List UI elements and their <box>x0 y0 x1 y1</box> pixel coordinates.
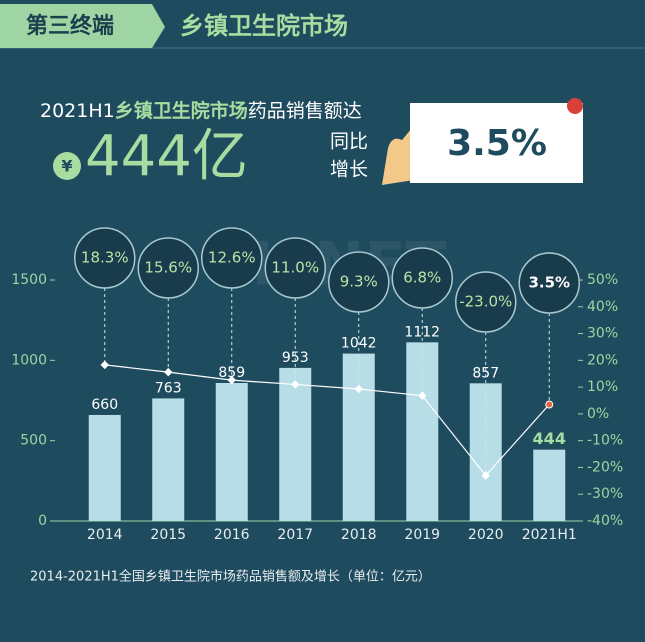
tag: 第三终端 <box>26 13 114 39</box>
growth-bubble <box>74 227 136 289</box>
growth-bubble <box>264 237 326 299</box>
growth-bubble <box>518 252 580 314</box>
growth-bubble <box>201 227 263 289</box>
bar <box>342 353 375 521</box>
growth-label: 9.3% <box>340 273 378 291</box>
y2-tick-label: -10% <box>587 433 623 449</box>
y2-tick-label: 0% <box>587 406 609 422</box>
header-title: 乡镇卫生院市场 <box>180 12 348 40</box>
headline-suffix: 药品销售额达 <box>248 100 362 122</box>
amount: 444亿 <box>85 124 248 189</box>
growth-box <box>410 103 583 183</box>
y2-tick-label: 30% <box>587 326 618 342</box>
divider <box>0 47 645 49</box>
y2-tick-label: 20% <box>587 352 618 368</box>
growth-label: 6.8% <box>403 269 441 287</box>
growth-label: -23.0% <box>459 293 512 311</box>
bar <box>152 398 185 521</box>
growth-bubble <box>328 251 390 313</box>
y-tick-label: 1000 <box>11 352 47 368</box>
y-tick-label: 0 <box>38 513 47 529</box>
growth-label-2: 增长 <box>330 159 368 181</box>
x-tick-label: 2019 <box>404 527 440 543</box>
tag-box <box>0 4 165 48</box>
headline-highlight: 乡镇卫生院市场 <box>115 99 248 122</box>
bar-value-label: 763 <box>155 380 182 396</box>
y2-tick-label: -40% <box>587 513 623 529</box>
hand-icon <box>382 128 414 185</box>
y2-tick-label: 10% <box>587 379 618 395</box>
growth-bubble <box>137 237 199 299</box>
growth-bubble <box>391 247 453 309</box>
bar <box>533 449 566 521</box>
growth-marker <box>164 367 173 377</box>
y2-tick-label: 40% <box>587 299 618 315</box>
bar <box>88 414 121 521</box>
growth-marker <box>227 375 236 385</box>
x-tick-label: 2017 <box>277 527 313 543</box>
growth-label: 12.6% <box>208 249 256 267</box>
headline-prefix: 2021H1 <box>40 100 115 122</box>
growth-line <box>104 364 550 477</box>
growth: 3.5% <box>447 123 547 164</box>
growth-marker <box>100 360 109 370</box>
currency-circle <box>53 152 81 180</box>
x-tick-label: 2018 <box>341 527 377 543</box>
growth-marker <box>545 400 554 409</box>
x-tick-label: 2020 <box>468 527 504 543</box>
y-tick-label: 500 <box>20 433 47 449</box>
plot: 0 500 1000 1500 50% 40% 30% 20% 10% 0% -10% -20% -30… <box>11 227 623 543</box>
bar <box>279 367 312 521</box>
y2-tick-label: 50% <box>587 272 618 288</box>
x-tick-label: 2016 <box>214 527 250 543</box>
bar-value-label: 857 <box>472 365 499 381</box>
x-tick-label: 2015 <box>150 527 186 543</box>
ribbon-icon <box>567 98 583 114</box>
bar-value-label: 444 <box>533 429 566 448</box>
growth-bubble <box>455 271 517 333</box>
growth-label: 11.0% <box>271 259 319 277</box>
currency: ¥ <box>61 157 72 176</box>
growth-label: 18.3% <box>81 249 129 267</box>
bar-value-label: 953 <box>282 350 309 366</box>
growth-label-1: 同比 <box>330 131 368 153</box>
y2-tick-label: -30% <box>587 486 623 502</box>
y2-tick-label: -20% <box>587 459 623 475</box>
growth-marker <box>291 380 300 389</box>
y-tick-label: 1500 <box>11 272 47 288</box>
bar <box>406 342 439 521</box>
growth-label: 15.6% <box>144 259 192 277</box>
bar-value-label: 660 <box>91 397 118 413</box>
x-tick-label: 2014 <box>87 527 123 543</box>
growth-label: 3.5% <box>528 274 570 292</box>
x-tick-label: 2021H1 <box>522 527 577 543</box>
growth-marker <box>418 391 427 400</box>
growth-marker <box>481 471 490 480</box>
caption: 2014-2021H1全国乡镇卫生院市场药品销售额及增长（单位：亿元） <box>30 569 431 585</box>
headline: 2021H1乡镇卫生院市场药品销售额达 <box>40 99 362 122</box>
bar <box>215 382 248 521</box>
growth-marker <box>354 384 363 394</box>
